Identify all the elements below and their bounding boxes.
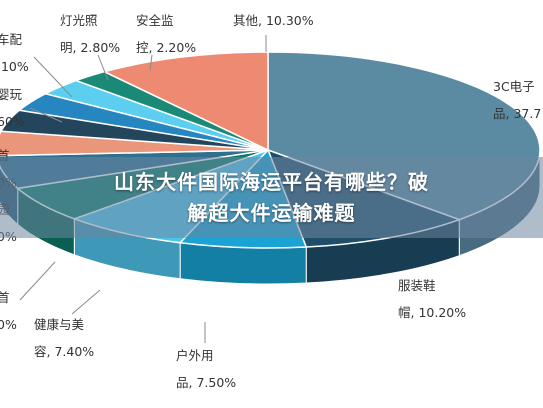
slice-label-9-line-0: 灯光照	[60, 13, 98, 28]
slice-label-7-line-0: 婴玩	[0, 87, 23, 102]
slice-label-2-line-1: 品, 7.50%	[176, 375, 236, 390]
slice-label-1-line-1: 帽, 10.20%	[398, 305, 466, 320]
slice-label-3-line-1: 容, 7.40%	[34, 344, 94, 359]
pie-slice-11	[102, 51, 269, 152]
slice-label-0-line-1: 品, 37.7	[493, 106, 541, 121]
banner-title-line-2: 解超大件运输难题	[187, 200, 356, 225]
slice-label-4-line-0: 首	[0, 290, 10, 305]
slice-label-0-line-0: 3C电子	[493, 79, 535, 94]
leader-line-10	[149, 54, 153, 71]
slice-label-7-line-1: 60%	[0, 114, 25, 129]
title-banner: 山东大件国际海运平台有哪些？破 解超大件运输难题	[0, 157, 543, 238]
slice-label-6-line-0: 首	[0, 148, 10, 163]
leader-line-8	[33, 56, 73, 98]
leader-line-3	[71, 289, 101, 315]
slice-label-1-line-0: 服装鞋	[398, 278, 436, 293]
slice-label-10-line-1: 控, 2.20%	[136, 40, 196, 55]
slice-label-3-line-0: 健康与美	[34, 317, 84, 332]
banner-title-line-1: 山东大件国际海运平台有哪些？破	[114, 169, 429, 194]
leader-line-4	[19, 261, 56, 301]
pie-slice-side-2-0	[179, 242, 307, 285]
leader-line-7	[29, 107, 63, 123]
slice-label-2-line-0: 户外用	[176, 348, 214, 363]
slice-label-4-line-1: 0%	[0, 317, 17, 332]
slice-label-9-line-1: 明, 2.80%	[60, 40, 120, 55]
leader-line-9	[97, 54, 109, 81]
slice-label-10-line-0: 安全监	[136, 13, 174, 28]
slice-label-11-line-0: 其他, 10.30%	[233, 13, 314, 28]
slice-label-8-line-0: 车配	[0, 32, 23, 47]
slice-label-8-line-1: .10%	[0, 59, 29, 74]
